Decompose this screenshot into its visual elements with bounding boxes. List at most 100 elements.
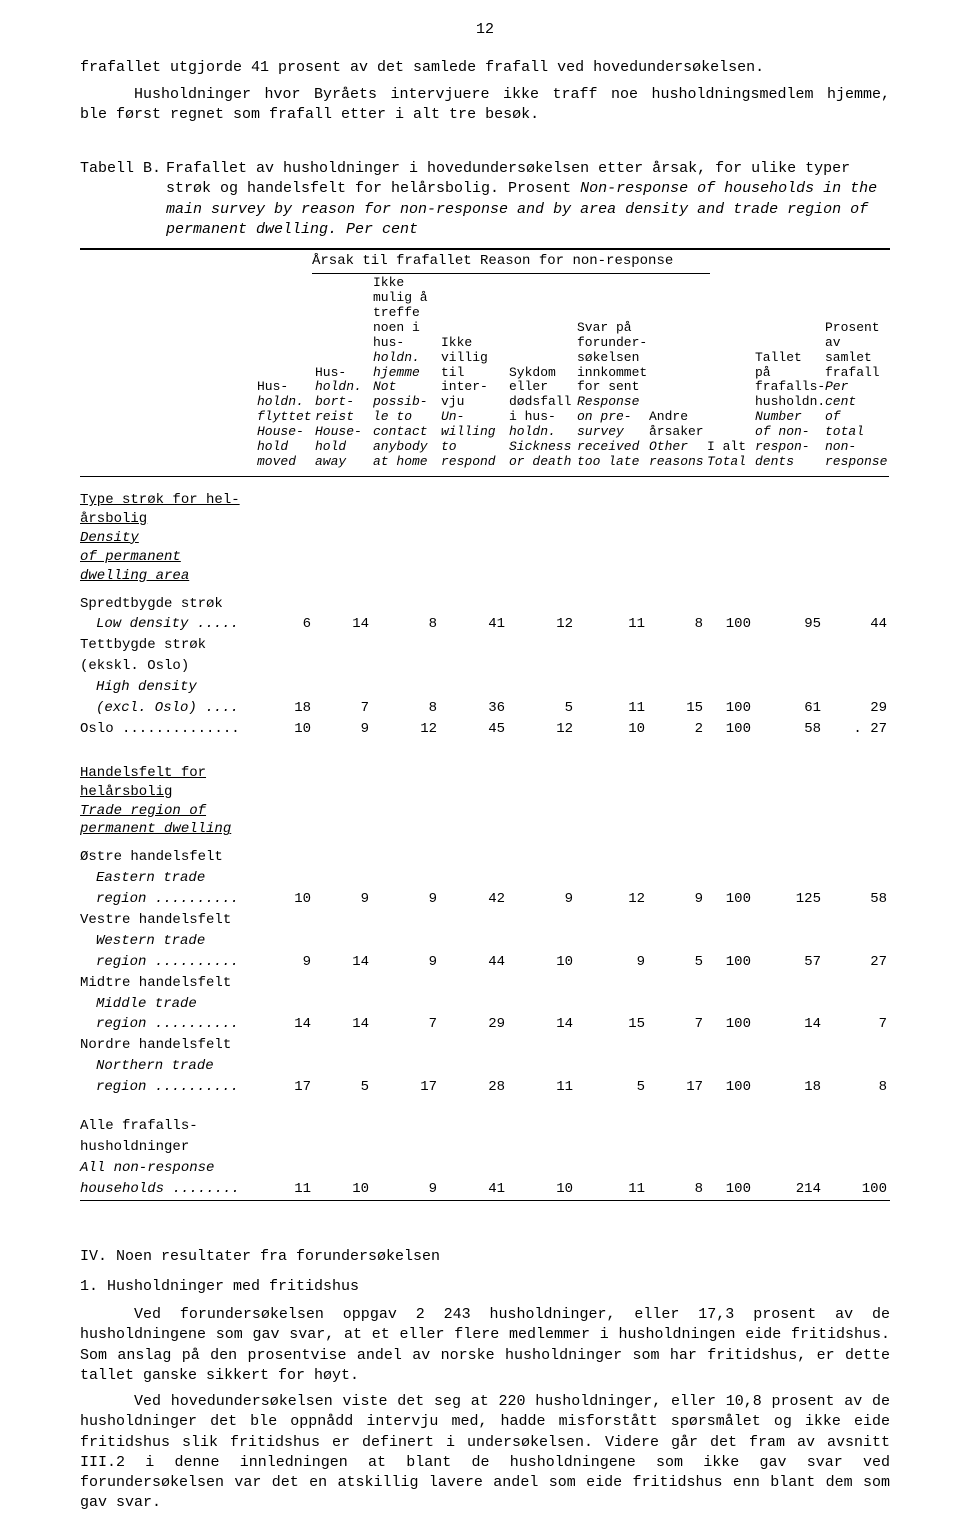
table-cell: 8 — [823, 1077, 889, 1098]
table-cell — [575, 594, 647, 615]
table-cell: 58 — [753, 719, 823, 740]
table-cell: 9 — [313, 889, 371, 910]
table-cell — [371, 677, 439, 698]
table-cell: 29 — [823, 698, 889, 719]
table-cell: 7 — [371, 1014, 439, 1035]
table-cell — [647, 1056, 705, 1077]
table-cell: 125 — [753, 889, 823, 910]
intro-para-1: frafallet utgjorde 41 prosent av det sam… — [80, 58, 890, 78]
table-cell — [507, 931, 575, 952]
table-cell — [313, 868, 371, 889]
table-cell — [255, 910, 313, 931]
table-cell — [705, 594, 753, 615]
table-cell — [753, 847, 823, 868]
table-cell — [507, 910, 575, 931]
table-cell — [371, 910, 439, 931]
table-cell — [255, 1035, 313, 1056]
section-iv-heading: IV. Noen resultater fra forundersøkelsen — [80, 1247, 890, 1267]
table-cell — [313, 1035, 371, 1056]
table-b: Årsak til frafallet Reason for non-respo… — [80, 248, 890, 1201]
table-cell — [823, 594, 889, 615]
table-cell — [823, 656, 889, 677]
row-label: Spredtbygde strøk — [80, 594, 255, 615]
table-cell — [753, 594, 823, 615]
table-cell: 100 — [705, 614, 753, 635]
table-cell: 8 — [371, 698, 439, 719]
table-cell — [753, 973, 823, 994]
table-cell — [313, 973, 371, 994]
table-cell: 2 — [647, 719, 705, 740]
row-label: Vestre handelsfelt — [80, 910, 255, 931]
table-cell — [705, 847, 753, 868]
table-cell — [439, 910, 507, 931]
table-cell — [753, 994, 823, 1015]
row-label: Middle trade — [80, 994, 255, 1015]
table-cell — [753, 656, 823, 677]
table-cell — [255, 594, 313, 615]
table-cell — [371, 931, 439, 952]
col-header: Prosentav samletfrafallPer centof totaln… — [823, 319, 889, 472]
table-cell — [823, 868, 889, 889]
table-cell: 7 — [823, 1014, 889, 1035]
table-cell — [575, 635, 647, 656]
table-cell: 12 — [507, 719, 575, 740]
col-header: Hus-holdn.bort-reistHouse-holdaway — [313, 364, 371, 473]
table-cell — [507, 847, 575, 868]
table-cell: 8 — [647, 1179, 705, 1200]
table-cell — [705, 1056, 753, 1077]
table-cell — [313, 1056, 371, 1077]
table-cell — [255, 635, 313, 656]
table-cell: 12 — [371, 719, 439, 740]
table-cell: 58 — [823, 889, 889, 910]
table-cell — [753, 635, 823, 656]
table-cell: 10 — [255, 719, 313, 740]
table-cell: 57 — [753, 952, 823, 973]
col-header: Svar påforunder-søkelseninnkommetfor sen… — [575, 319, 647, 472]
table-cell — [575, 931, 647, 952]
table-cell: 17 — [371, 1077, 439, 1098]
table-cell — [647, 594, 705, 615]
table-cell — [255, 868, 313, 889]
table-cell — [439, 635, 507, 656]
table-cell — [575, 994, 647, 1015]
table-cell: 29 — [439, 1014, 507, 1035]
table-cell — [705, 910, 753, 931]
row-label: Low density ..... — [80, 614, 255, 635]
table-cell — [371, 868, 439, 889]
table-cell — [705, 868, 753, 889]
table-cell: 12 — [575, 889, 647, 910]
table-cell — [507, 868, 575, 889]
table-cell: 44 — [823, 614, 889, 635]
table-cell: 9 — [575, 952, 647, 973]
table-cell — [647, 868, 705, 889]
table-cell: 10 — [255, 889, 313, 910]
table-cell — [647, 910, 705, 931]
table-cell: 28 — [439, 1077, 507, 1098]
table-cell — [439, 973, 507, 994]
table-cell — [575, 973, 647, 994]
table-cell — [647, 931, 705, 952]
table-cell: 14 — [313, 1014, 371, 1035]
table-cell — [313, 994, 371, 1015]
table-cell — [647, 635, 705, 656]
section-heading: Handelsfelt forhelårsboligTrade region o… — [80, 758, 889, 842]
table-cell — [313, 635, 371, 656]
table-cell — [753, 868, 823, 889]
table-cell: 17 — [255, 1077, 313, 1098]
table-cell: 7 — [313, 698, 371, 719]
row-label: Northern trade — [80, 1056, 255, 1077]
intro-para-2: Husholdninger hvor Byråets intervjuere i… — [80, 85, 890, 126]
table-cell: . 27 — [823, 719, 889, 740]
table-cell — [647, 994, 705, 1015]
table-cell — [753, 931, 823, 952]
table-cell — [371, 847, 439, 868]
table-cell: 11 — [575, 614, 647, 635]
caption-label: Tabell B. — [80, 159, 161, 179]
table-cell: 27 — [823, 952, 889, 973]
table-cell: 9 — [255, 952, 313, 973]
row-label: Nordre handelsfelt — [80, 1035, 255, 1056]
table-cell: 45 — [439, 719, 507, 740]
table-cell: 44 — [439, 952, 507, 973]
table-cell: 12 — [507, 614, 575, 635]
table-cell: 100 — [705, 698, 753, 719]
